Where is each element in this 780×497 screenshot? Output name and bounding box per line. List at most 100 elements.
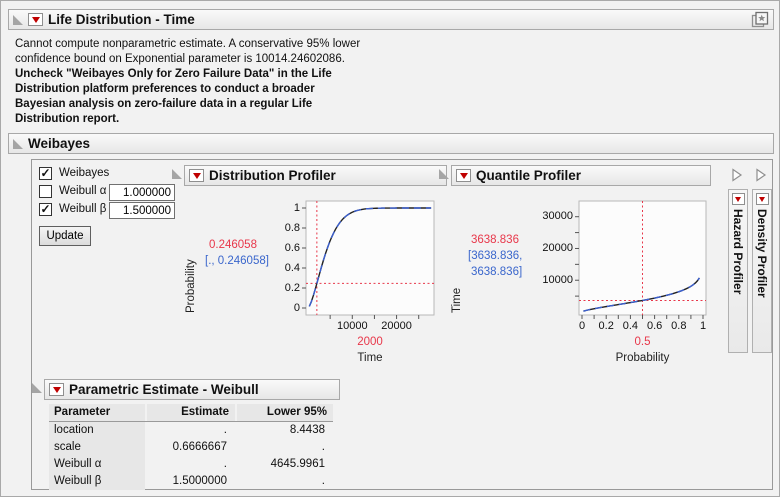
tick-label: 20000	[542, 241, 573, 254]
table-row: location. 8.4438	[49, 422, 333, 439]
table-cell: .	[321, 441, 325, 453]
table-row: Weibull α. 4645.9961	[49, 456, 333, 473]
tick-label: 0	[293, 301, 300, 314]
red-triangle-menu-icon[interactable]	[731, 193, 745, 205]
table-row: scale 0.6666667.	[49, 439, 333, 456]
quantile-profiler-title: Quantile Profiler	[476, 168, 582, 183]
tick-label: 0.6	[284, 241, 300, 254]
tick-label: 0.4	[284, 261, 300, 274]
hazard-profiler-collapsed-bar[interactable]: Hazard Profiler	[728, 189, 748, 353]
weibayes-content-box	[31, 159, 773, 490]
distribution-x-axis-label: Time	[357, 352, 383, 364]
quantile-current-x-value[interactable]: 0.5	[634, 336, 651, 348]
message-line-bold: Distribution platform preferences to con…	[15, 83, 315, 95]
hazard-profiler-title: Hazard Profiler	[731, 209, 745, 295]
tick-label: 0.8	[284, 221, 300, 234]
distribution-y-axis-label: Probability	[185, 259, 197, 313]
distribution-plot[interactable]	[300, 199, 440, 323]
table-cell: Weibull β	[49, 473, 145, 490]
table-row: Weibull β 1.5000000.	[49, 473, 333, 490]
table-cell: .	[223, 458, 227, 470]
tick-label: 10000	[542, 273, 573, 286]
red-triangle-menu-icon[interactable]	[755, 193, 769, 205]
tick-label: 0.2	[284, 281, 300, 294]
message-line-bold: Distribution report.	[15, 113, 120, 125]
table-cell: scale	[49, 439, 145, 456]
table-cell: location	[49, 422, 145, 439]
disclosure-open-icon[interactable]	[13, 14, 23, 25]
message-line: Cannot compute nonparametric estimate. A…	[15, 38, 361, 50]
distribution-x-tick-labels: 10000 20000	[306, 320, 434, 333]
red-triangle-menu-icon[interactable]	[49, 383, 64, 396]
distribution-y-tick-labels: 0 0.2 0.4 0.6 0.8 1	[268, 201, 302, 315]
red-triangle-menu-icon[interactable]	[189, 169, 204, 182]
table-cell: .	[223, 424, 227, 436]
message-line-bold: Bayesian analysis on zero-failure data i…	[15, 98, 313, 110]
outline-header-life-distribution[interactable]: Life Distribution - Time	[8, 9, 774, 30]
tick-label: 0.4	[622, 320, 639, 332]
quantile-x-axis-label: Probability	[615, 352, 670, 364]
disclosure-open-icon[interactable]	[13, 138, 23, 149]
table-header-row: Parameter Estimate Lower 95%	[49, 404, 333, 422]
distribution-current-y-value: 0.246058	[209, 239, 257, 251]
tick-label: 0.2	[598, 320, 614, 332]
weibull-alpha-input[interactable]	[109, 184, 175, 201]
tick-label: 10000	[336, 320, 368, 332]
red-triangle-menu-icon[interactable]	[28, 13, 43, 26]
distribution-current-x-value[interactable]: 2000	[357, 336, 383, 348]
disclosure-collapsed-icon[interactable]	[731, 168, 743, 188]
tick-label: 1	[293, 201, 300, 214]
outline-header-parametric-estimate[interactable]: Parametric Estimate - Weibull	[44, 379, 340, 400]
weibayes-checkbox[interactable]: ✓	[39, 166, 52, 180]
density-profiler-title: Density Profiler	[755, 209, 769, 298]
tick-label: 0.8	[671, 320, 687, 332]
density-profiler-collapsed-bar[interactable]: Density Profiler	[752, 189, 772, 353]
message-line-bold: Uncheck "Weibayes Only for Zero Failure …	[15, 68, 332, 80]
tick-label: 0	[578, 320, 586, 332]
weibull-beta-checkbox[interactable]: ✓	[39, 202, 52, 216]
outline-header-distribution-profiler[interactable]: Distribution Profiler	[184, 165, 447, 186]
disclosure-open-icon[interactable]	[172, 169, 182, 179]
table-cell: 0.6666667	[172, 441, 227, 453]
report-messages: Cannot compute nonparametric estimate. A…	[15, 37, 360, 127]
table-cell: 4645.9961	[270, 458, 325, 470]
table-header-cell: Estimate	[147, 404, 235, 421]
parametric-estimate-title: Parametric Estimate - Weibull	[69, 382, 259, 397]
table-header-cell: Lower 95%	[237, 404, 333, 421]
distribution-profiler-title: Distribution Profiler	[209, 168, 336, 183]
quantile-plot[interactable]	[573, 199, 712, 323]
tick-label: 20000	[381, 320, 412, 332]
quantile-x-tick-labels: 0 0.2 0.4 0.6 0.8 1	[579, 320, 706, 333]
weibayes-checkbox-label: Weibayes	[59, 167, 110, 179]
table-cell: Weibull α	[49, 456, 145, 473]
weibull-beta-input[interactable]	[109, 202, 175, 219]
weibayes-section-title: Weibayes	[28, 136, 91, 151]
tick-label: 0.6	[646, 320, 663, 332]
quantile-y-tick-labels: 10000 20000 30000	[533, 201, 575, 315]
table-cell: 1.5000000	[172, 475, 227, 487]
disclosure-open-icon[interactable]	[32, 383, 42, 393]
table-cell: 8.4438	[289, 424, 325, 436]
table-cell: .	[321, 475, 325, 487]
disclosure-open-icon[interactable]	[439, 169, 449, 179]
quantile-confidence-interval-line1: [3638.836,	[468, 250, 523, 262]
weibull-alpha-label: Weibull α	[59, 185, 107, 197]
outline-header-weibayes[interactable]: Weibayes	[8, 133, 774, 154]
update-button[interactable]: Update	[39, 226, 91, 246]
quantile-y-axis-label: Time	[451, 287, 463, 313]
page-title: Life Distribution - Time	[48, 12, 195, 27]
weibull-beta-label: Weibull β	[59, 203, 107, 215]
tick-label: 30000	[542, 210, 573, 223]
quantile-confidence-interval-line2: 3638.836]	[471, 266, 523, 278]
disclosure-collapsed-icon[interactable]	[755, 168, 767, 188]
quantile-current-y-value: 3638.836	[471, 234, 519, 246]
red-triangle-menu-icon[interactable]	[456, 169, 471, 182]
bookmark-report-icon[interactable]	[751, 11, 769, 28]
outline-header-quantile-profiler[interactable]: Quantile Profiler	[451, 165, 711, 186]
weibull-alpha-checkbox[interactable]	[39, 185, 52, 198]
table-header-cell: Parameter	[49, 404, 145, 421]
tick-label: 1	[699, 320, 707, 332]
message-line: confidence bound on Exponential paramete…	[15, 53, 345, 65]
distribution-confidence-interval: [., 0.246058]	[205, 255, 269, 267]
